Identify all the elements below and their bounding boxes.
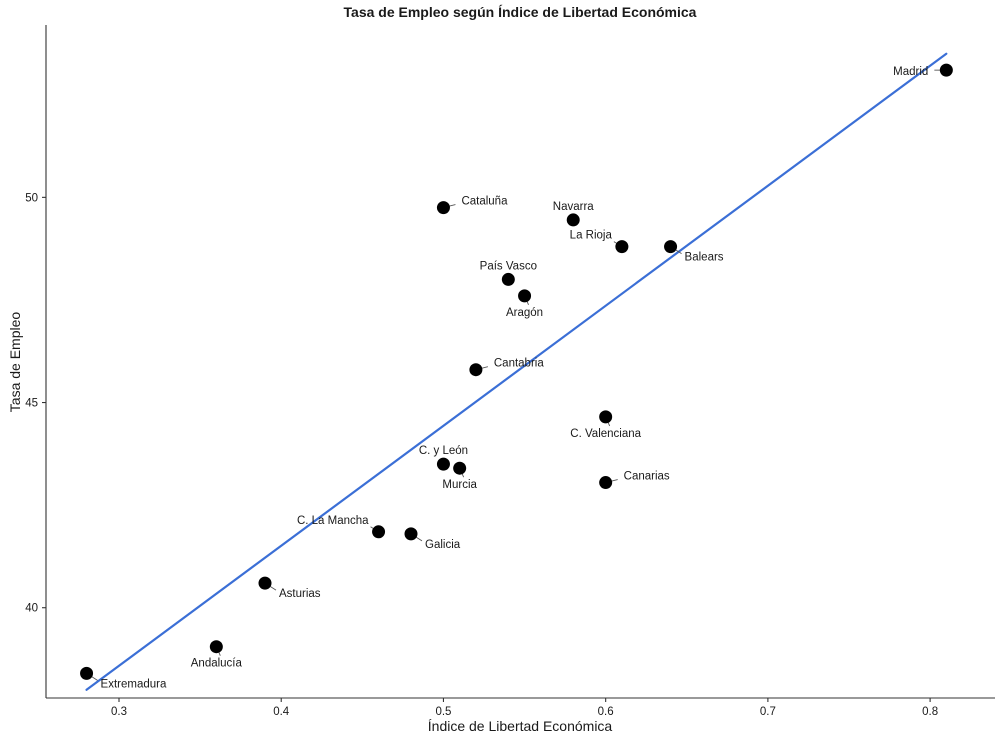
- point-label: Galicia: [425, 539, 461, 551]
- point-label: Cantabria: [494, 358, 544, 370]
- point-label: Balears: [685, 252, 724, 264]
- data-point: [453, 461, 467, 475]
- x-axis-title: Índice de Libertad Económica: [428, 718, 613, 734]
- x-tick-label: 0.3: [111, 706, 127, 718]
- point-label: Extremadura: [101, 678, 167, 690]
- x-tick-label: 0.6: [598, 706, 614, 718]
- data-point: [664, 240, 678, 254]
- data-point: [518, 289, 532, 303]
- y-tick-label: 45: [25, 398, 38, 410]
- point-label: Navarra: [553, 201, 595, 213]
- point-label: La Rioja: [570, 230, 613, 242]
- point-label: Aragón: [506, 307, 543, 319]
- data-point: [615, 240, 629, 254]
- x-tick-label: 0.5: [435, 706, 451, 718]
- x-tick-label: 0.4: [273, 706, 290, 718]
- point-label: País Vasco: [480, 260, 537, 272]
- data-point: [599, 410, 613, 424]
- data-point: [939, 63, 953, 77]
- point-label: C. Valenciana: [570, 428, 641, 440]
- y-tick-label: 50: [25, 192, 38, 204]
- chart-title: Tasa de Empleo según Índice de Libertad …: [344, 4, 697, 20]
- data-point: [566, 213, 580, 227]
- data-point: [372, 525, 386, 539]
- x-axis-ticks: 0.3 0.4 0.5 0.6 0.7 0.8: [111, 698, 938, 718]
- point-label: Cataluña: [461, 196, 508, 208]
- data-point: [436, 457, 450, 471]
- data-point: [599, 476, 613, 490]
- point-label: Murcia: [442, 479, 477, 491]
- point-label: Andalucía: [191, 658, 243, 670]
- label-leader-lines: [86, 69, 947, 681]
- x-tick-label: 0.8: [922, 706, 938, 718]
- y-axis-ticks: 40 45 50: [25, 192, 46, 615]
- data-point: [80, 666, 94, 680]
- y-axis-title: Tasa de Empleo: [7, 312, 23, 413]
- point-label: Madrid: [893, 66, 928, 78]
- data-points: [80, 63, 953, 680]
- data-point: [436, 201, 450, 215]
- data-point: [469, 363, 483, 377]
- y-tick-label: 40: [25, 603, 38, 615]
- regression-line: [85, 52, 948, 691]
- data-point: [501, 272, 515, 286]
- point-labels: Madrid Cataluña Navarra La Rioja Balears País…: [101, 66, 929, 690]
- point-label: Canarias: [624, 471, 670, 483]
- data-point: [209, 640, 223, 654]
- point-label: C. y León: [419, 445, 468, 457]
- data-point: [404, 527, 418, 541]
- point-label: Asturias: [279, 588, 321, 600]
- point-label: C. La Mancha: [297, 515, 369, 527]
- x-tick-label: 0.7: [760, 706, 776, 718]
- data-point: [258, 576, 272, 590]
- trend-line-layer: [85, 52, 948, 691]
